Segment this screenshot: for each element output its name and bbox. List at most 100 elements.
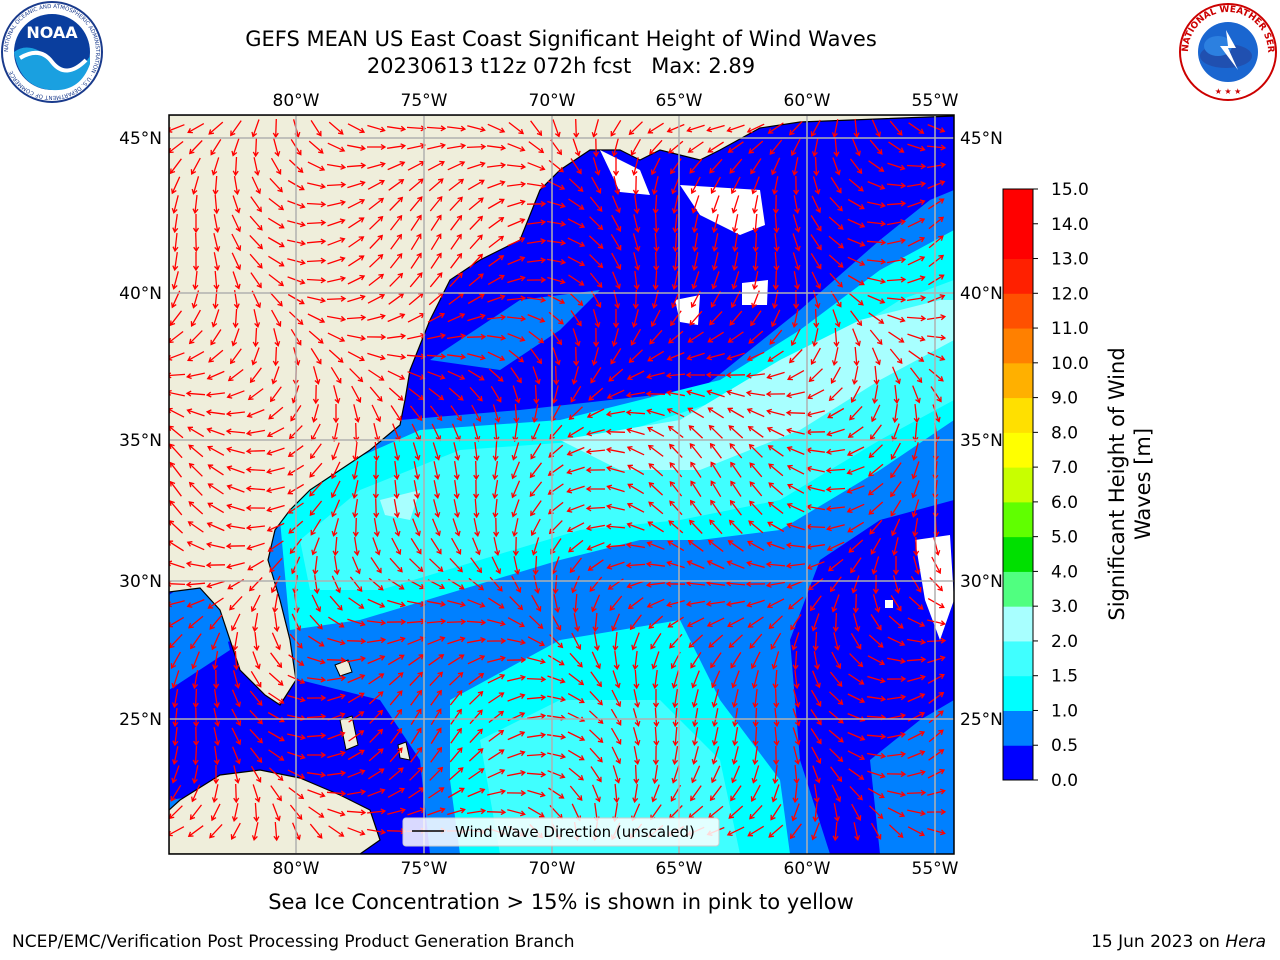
wind-wave-arrow: [309, 500, 323, 516]
wind-wave-arrow: [206, 580, 225, 589]
wind-wave-arrow: [770, 804, 782, 821]
colorbar: 0.0 0.5 1.0 1.5 2.0 3.0 4.0 5.0 6.0 7.0 8.0 9.0 10.0…: [1002, 180, 1089, 791]
wind-wave-arrow: [432, 442, 441, 461]
wind-wave-arrow: [412, 518, 421, 537]
wind-wave-arrow: [526, 182, 547, 189]
wind-wave-arrow: [487, 274, 505, 285]
wind-wave-arrow: [348, 255, 365, 267]
wind-wave-arrow: [252, 784, 261, 803]
wind-wave-arrow: [848, 178, 864, 192]
colorbar-tick-label: 1.5: [1051, 667, 1078, 687]
wind-wave-arrow: [887, 790, 907, 798]
wind-wave-arrow: [208, 121, 224, 135]
svg-text:★ ★ ★: ★ ★ ★: [1215, 87, 1242, 96]
wind-wave-arrow: [626, 370, 645, 381]
wind-wave-arrow: [591, 176, 602, 194]
nws-logo: NATIONAL WEATHER SERVICE ★ ★ ★: [1176, 0, 1277, 101]
wind-wave-arrow: [332, 404, 340, 424]
wind-wave-arrow: [726, 124, 745, 133]
footer-date: 15 Jun 2023 on Hera: [1091, 932, 1266, 952]
wind-wave-arrow: [833, 327, 840, 348]
wind-wave-arrow: [346, 789, 367, 796]
wind-wave-arrow: [331, 499, 341, 518]
wind-wave-arrow: [433, 499, 441, 518]
wind-wave-arrow: [568, 178, 584, 193]
wind-wave-arrow: [448, 654, 465, 666]
wind-wave-arrow: [907, 236, 926, 247]
wind-wave-arrow: [469, 253, 484, 268]
wind-wave-arrow: [487, 619, 506, 627]
wind-wave-arrow: [406, 125, 427, 132]
wind-wave-arrow: [567, 693, 585, 704]
wind-wave-arrow: [611, 252, 622, 270]
wind-wave-arrow: [690, 461, 702, 478]
wind-wave-arrow: [648, 463, 664, 477]
wind-wave-arrow: [388, 672, 404, 686]
wind-wave-arrow: [588, 387, 604, 401]
wind-wave-arrow: [612, 765, 621, 784]
wind-wave-arrow: [387, 370, 406, 381]
wind-wave-arrow: [769, 329, 783, 345]
wind-wave-arrow: [852, 613, 861, 632]
wind-wave-arrow: [811, 328, 819, 348]
wind-wave-arrow: [825, 505, 845, 512]
wind-wave-arrow: [605, 503, 625, 511]
wind-wave-arrow: [633, 746, 641, 765]
wind-wave-arrow: [829, 691, 844, 706]
wind-wave-arrow: [792, 252, 801, 271]
wind-wave-arrow: [747, 825, 765, 837]
wind-wave-arrow: [672, 688, 679, 709]
wind-wave-arrow: [690, 176, 701, 195]
wind-wave-arrow: [632, 727, 641, 746]
wind-wave-arrow: [589, 729, 604, 744]
wind-wave-arrow: [268, 672, 284, 686]
wind-wave-arrow: [711, 214, 719, 234]
wind-wave-arrow: [188, 501, 204, 515]
wind-wave-arrow: [309, 462, 323, 478]
wind-wave-arrow: [209, 614, 223, 630]
wind-wave-arrow: [410, 252, 422, 269]
wind-wave-arrow: [526, 238, 547, 245]
wind-wave-arrow: [353, 404, 361, 423]
wind-wave-arrow: [373, 423, 381, 443]
wind-wave-arrow: [171, 765, 180, 784]
wind-wave-arrow: [185, 560, 206, 568]
wind-wave-arrow: [327, 256, 346, 265]
wind-wave-arrow: [672, 745, 679, 766]
wind-wave-arrow: [406, 353, 427, 360]
wind-wave-arrow: [732, 232, 739, 253]
wind-wave-arrow: [646, 372, 665, 380]
wind-wave-arrow: [912, 556, 921, 575]
wind-wave-arrow: [908, 350, 925, 362]
wind-wave-arrow: [368, 691, 384, 705]
wind-wave-arrow: [710, 290, 721, 308]
wind-wave-arrow: [306, 694, 327, 701]
lat-label-right: 35°N: [960, 431, 1003, 451]
shade-2.0-3.0-small: [380, 490, 420, 520]
wind-wave-arrow: [906, 315, 927, 322]
wind-wave-arrow: [853, 118, 860, 139]
wind-wave-arrow: [487, 180, 506, 189]
wind-wave-arrow: [231, 328, 240, 347]
wind-wave-arrow: [868, 312, 885, 324]
wind-wave-arrow: [527, 219, 547, 226]
wind-wave-arrow: [245, 429, 266, 437]
wind-wave-arrow: [749, 481, 763, 497]
wind-wave-arrow: [627, 464, 645, 476]
wind-wave-arrow: [248, 577, 263, 592]
wind-wave-arrow: [847, 426, 864, 438]
wind-wave-arrow: [830, 766, 843, 783]
wind-wave-arrow: [347, 334, 366, 342]
wind-wave-arrow: [527, 162, 546, 171]
wind-wave-arrow: [906, 656, 927, 663]
wind-wave-arrow: [429, 766, 444, 781]
wind-wave-arrow: [872, 385, 879, 404]
wind-wave-arrow: [590, 766, 602, 783]
wind-wave-arrow: [766, 541, 785, 550]
wind-wave-arrow: [707, 539, 724, 553]
wind-wave-arrow: [267, 540, 284, 552]
wind-wave-arrow: [849, 405, 863, 421]
wind-wave-arrow: [867, 655, 886, 666]
wind-wave-arrow: [887, 807, 906, 818]
wind-wave-arrow: [270, 575, 281, 594]
